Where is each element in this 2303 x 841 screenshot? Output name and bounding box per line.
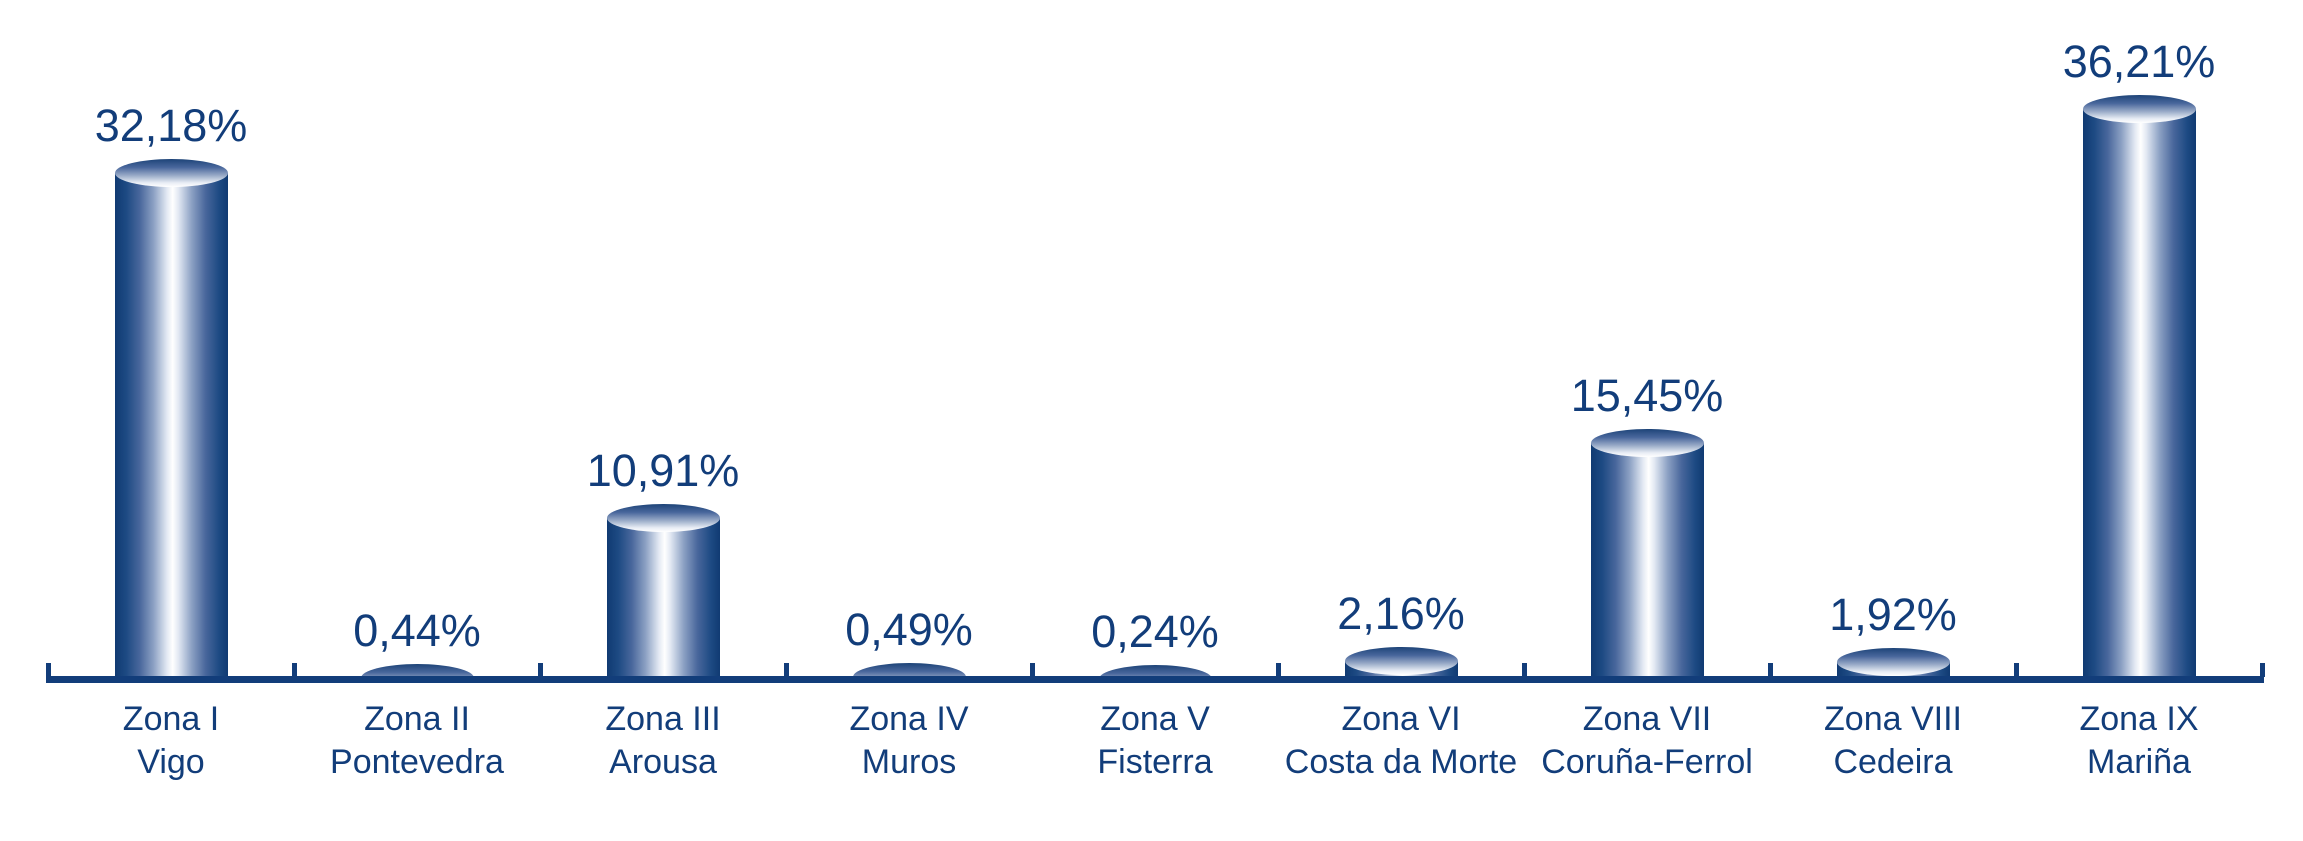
category-label-zone: Zona I (122, 700, 220, 738)
axis-tick (1767, 663, 1773, 677)
category-label-name: Pontevedra (330, 743, 504, 781)
bar-cylinder-top (2082, 95, 2196, 124)
value-label: 10,91% (586, 445, 740, 497)
axis-tick (2013, 663, 2019, 677)
category-label-name: Muros (861, 743, 957, 781)
category-label: Zona VII Coruña-Ferrol (1524, 698, 1770, 784)
axis-tick (537, 663, 543, 677)
value-label: 2,16% (1337, 587, 1465, 639)
category-label: Zona IX Mariña (2016, 698, 2262, 784)
category-label-zone: Zona II (364, 700, 470, 738)
axis-tick (2259, 663, 2265, 677)
category-label-zone: Zona VI (1341, 700, 1461, 738)
category-label-name: Arousa (609, 743, 717, 781)
category-label: Zona IV Muros (786, 698, 1032, 784)
category-label: Zona V Fisterra (1032, 698, 1278, 784)
category-label: Zona VI Costa da Morte (1278, 698, 1524, 784)
plot-area (114, 95, 2196, 683)
x-axis-line (46, 676, 2264, 683)
axis-tick (1275, 663, 1281, 677)
value-label: 0,49% (845, 604, 973, 656)
category-label-zone: Zona IV (849, 700, 969, 738)
bar-cylinder-body (1590, 443, 1704, 683)
category-label-zone: Zona VII (1582, 700, 1712, 738)
category-label-name: Coruña-Ferrol (1541, 743, 1753, 781)
value-label: 0,44% (353, 605, 481, 657)
value-label: 0,24% (1091, 606, 1219, 658)
axis-tick (783, 663, 789, 677)
axis-tick (1521, 663, 1527, 677)
axis-tick (1029, 663, 1035, 677)
bar-cylinder-top (1344, 646, 1458, 675)
axis-tick (291, 663, 297, 677)
bar-cylinder-top (1836, 647, 1950, 676)
axis-tick (45, 663, 51, 677)
category-label: Zona I Vigo (48, 698, 294, 784)
bar-cylinder-top (606, 504, 720, 533)
bar-cylinder-body (606, 518, 720, 683)
category-label-name: Vigo (137, 743, 205, 781)
category-label-zone: Zona III (605, 700, 721, 738)
category-label: Zona III Arousa (540, 698, 786, 784)
bar-cylinder-top (1590, 429, 1704, 458)
category-label-zone: Zona V (1100, 700, 1210, 738)
value-label: 15,45% (1570, 370, 1724, 422)
category-label-name: Fisterra (1097, 743, 1213, 781)
value-label: 1,92% (1829, 588, 1957, 640)
category-label-name: Cedeira (1833, 743, 1953, 781)
value-label: 32,18% (94, 99, 248, 151)
category-label-zone: Zona VIII (1824, 700, 1962, 738)
bar-cylinder-body (114, 172, 228, 683)
bar-cylinder-body (2082, 109, 2196, 683)
category-label: Zona II Pontevedra (294, 698, 540, 784)
category-label-zone: Zona IX (2079, 700, 2199, 738)
value-label: 36,21% (2062, 36, 2216, 88)
category-label: Zona VIII Cedeira (1770, 698, 2016, 784)
category-label-name: Mariña (2087, 743, 2191, 781)
bar-cylinder-top (114, 158, 228, 187)
category-label-name: Costa da Morte (1284, 743, 1518, 781)
